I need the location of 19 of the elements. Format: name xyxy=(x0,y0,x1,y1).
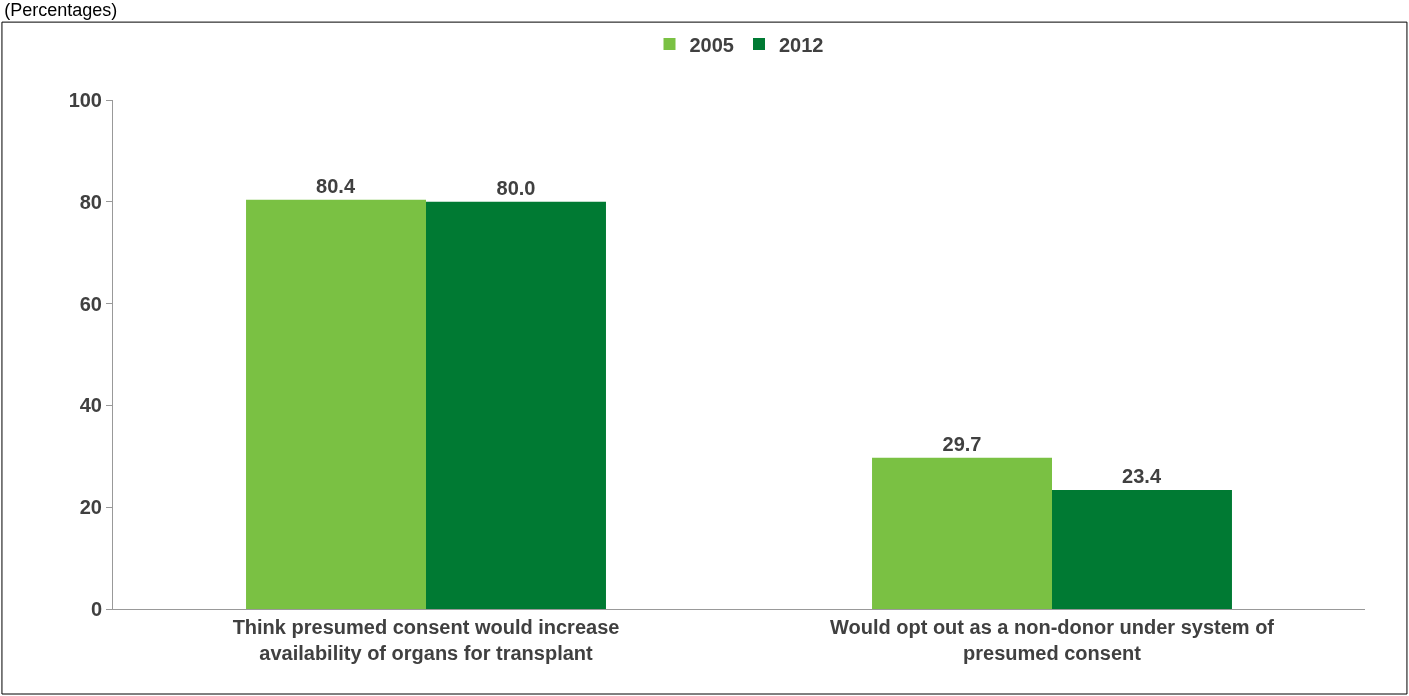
y-tick-label: 80 xyxy=(79,190,102,213)
bar xyxy=(872,457,1052,609)
bar xyxy=(246,199,426,609)
chart-title: (Percentages) xyxy=(4,0,118,21)
legend-label: 2012 xyxy=(779,33,824,56)
x-tick-label: Would opt out as a non-donor under system of presumed consent xyxy=(829,616,1275,664)
y-tick-label: 40 xyxy=(79,394,102,417)
bar xyxy=(1052,489,1232,609)
y-tick-label: 0 xyxy=(90,598,102,620)
data-label: 23.4 xyxy=(1122,464,1162,487)
data-label: 80.0 xyxy=(496,176,536,199)
data-label: 29.7 xyxy=(942,432,982,455)
bar xyxy=(426,201,606,609)
y-tick-label: 100 xyxy=(68,89,102,111)
legend-label: 2005 xyxy=(689,33,734,56)
x-tick-label: Think presumed consent would increase availability of organs for transplant xyxy=(232,616,620,664)
data-label: 80.4 xyxy=(316,174,356,197)
y-tick-label: 60 xyxy=(79,292,102,315)
y-tick-label: 20 xyxy=(79,496,102,519)
